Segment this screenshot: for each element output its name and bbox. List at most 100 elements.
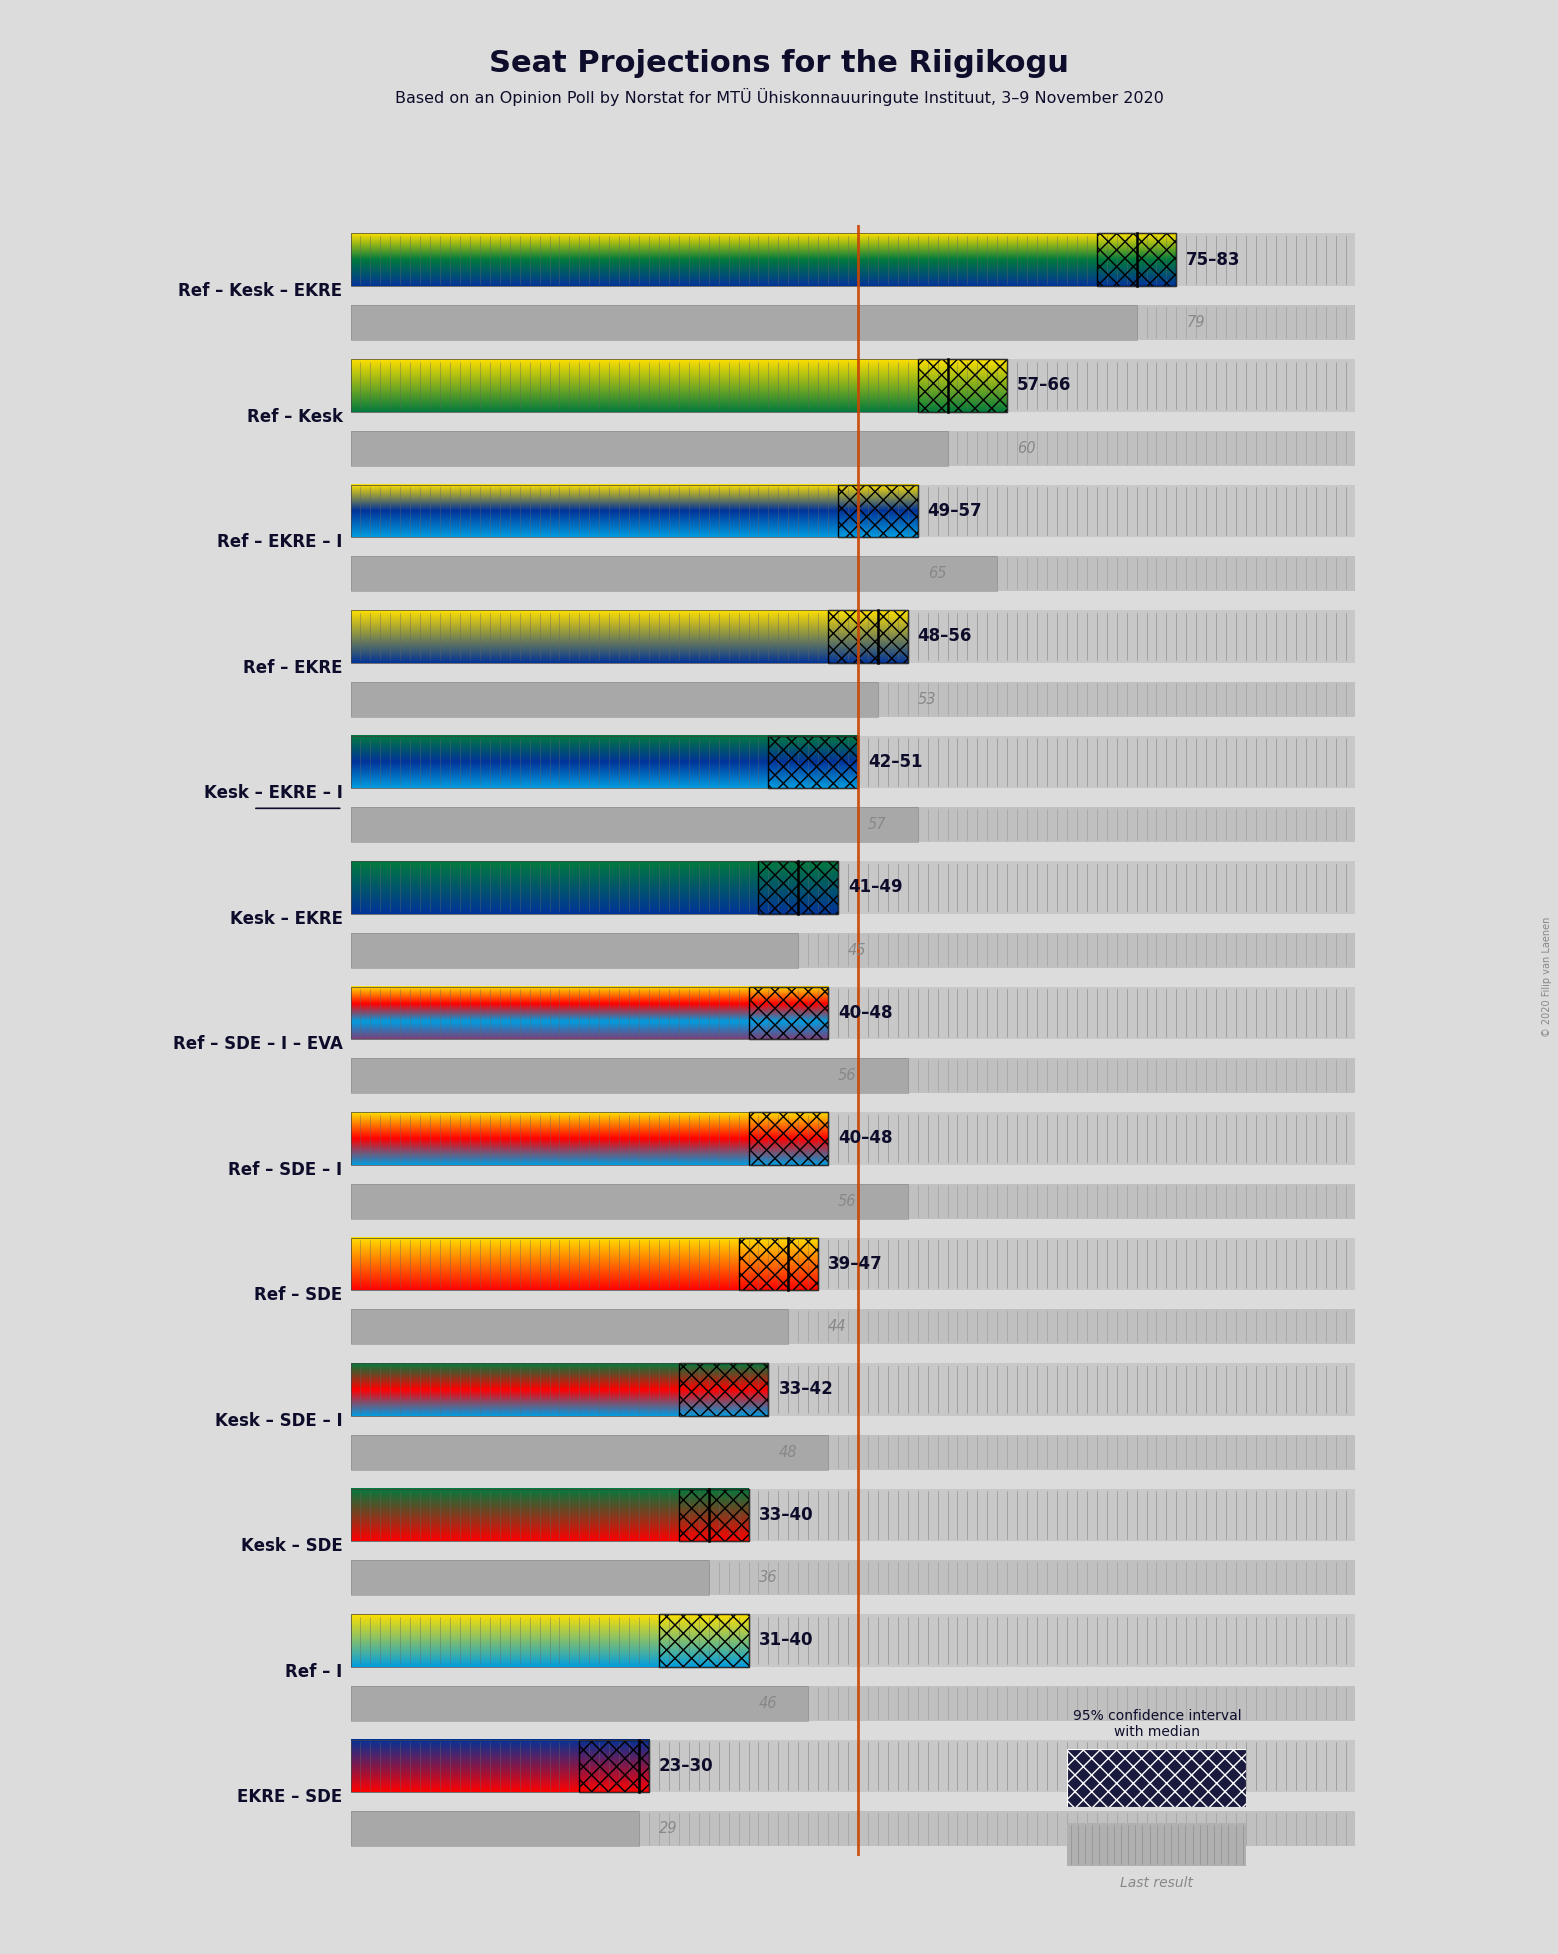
Text: 33–40: 33–40 (759, 1507, 813, 1524)
Text: 29: 29 (659, 1821, 678, 1837)
Text: Kesk – EKRE – I: Kesk – EKRE – I (204, 784, 343, 803)
Text: Ref – EKRE – I: Ref – EKRE – I (217, 533, 343, 551)
Bar (351, 1309, 1355, 1344)
Bar (351, 1184, 908, 1219)
Bar (351, 1184, 908, 1219)
Bar (351, 1739, 1355, 1792)
Bar (351, 1686, 809, 1721)
Text: Kesk – SDE: Kesk – SDE (241, 1538, 343, 1555)
Bar (351, 305, 1355, 340)
Bar (351, 1237, 1355, 1290)
Text: © 2020 Filip van Laenen: © 2020 Filip van Laenen (1542, 916, 1552, 1038)
Text: Ref – SDE – I – EVA: Ref – SDE – I – EVA (173, 1036, 343, 1053)
Text: 44: 44 (829, 1319, 846, 1335)
Text: 31–40: 31–40 (759, 1632, 813, 1649)
Text: 57–66: 57–66 (1017, 377, 1072, 395)
Bar (351, 233, 1176, 285)
Bar (351, 735, 858, 787)
Text: 41–49: 41–49 (848, 879, 902, 897)
Bar (351, 932, 798, 967)
Text: 40–48: 40–48 (838, 1004, 893, 1022)
Text: 79: 79 (1186, 315, 1204, 330)
Bar (351, 1237, 818, 1290)
Bar (351, 360, 1355, 412)
Bar (351, 1057, 1355, 1092)
Bar (351, 862, 838, 914)
Text: 75–83: 75–83 (1186, 250, 1240, 270)
Text: Ref – Kesk: Ref – Kesk (246, 408, 343, 426)
Bar (351, 1364, 768, 1417)
Text: 56: 56 (838, 1194, 857, 1210)
Bar (351, 807, 918, 842)
Bar (351, 1489, 748, 1542)
Text: 49–57: 49–57 (927, 502, 982, 520)
Bar (351, 233, 1355, 285)
Bar (351, 807, 1355, 842)
Text: EKRE – SDE: EKRE – SDE (237, 1788, 343, 1805)
Bar (351, 1489, 1355, 1542)
Text: 46: 46 (759, 1696, 777, 1710)
Bar (738, 1237, 818, 1290)
Text: 48–56: 48–56 (918, 627, 972, 645)
Bar (679, 1489, 748, 1542)
Bar (351, 430, 1355, 465)
Bar (351, 1559, 709, 1594)
Bar (679, 1364, 768, 1417)
Bar (351, 1739, 650, 1792)
Bar (829, 610, 908, 662)
Text: 42–51: 42–51 (868, 752, 922, 772)
Bar (351, 305, 1137, 340)
Bar (351, 430, 947, 465)
Bar (748, 987, 829, 1040)
Bar (351, 1364, 1355, 1417)
Bar (351, 807, 918, 842)
Text: 40–48: 40–48 (838, 1129, 893, 1147)
Text: Seat Projections for the Riigikogu: Seat Projections for the Riigikogu (489, 49, 1069, 78)
Bar (351, 932, 1355, 967)
Bar (351, 1559, 709, 1594)
Bar (351, 987, 1355, 1040)
Bar (838, 485, 918, 537)
Bar (351, 1434, 1355, 1469)
Bar (748, 1112, 829, 1165)
Bar (351, 1686, 1355, 1721)
Bar (351, 1614, 748, 1667)
Bar (918, 360, 1006, 412)
Text: Last result: Last result (1120, 1876, 1193, 1890)
Text: 57: 57 (868, 817, 887, 832)
Text: 56: 56 (838, 1069, 857, 1083)
Text: 95% confidence interval
with median: 95% confidence interval with median (1072, 1710, 1242, 1739)
Bar (351, 1112, 1355, 1165)
Bar (351, 1112, 829, 1165)
Bar (351, 932, 798, 967)
Text: 60: 60 (1017, 440, 1036, 455)
Bar (351, 1559, 1355, 1594)
Bar (351, 1309, 788, 1344)
Bar (351, 1811, 639, 1847)
Bar (351, 1309, 788, 1344)
Text: 36: 36 (759, 1571, 777, 1585)
Bar (351, 862, 1355, 914)
Text: Ref – SDE – I: Ref – SDE – I (229, 1161, 343, 1178)
Bar (351, 682, 877, 717)
Bar (351, 610, 1355, 662)
Bar (351, 987, 829, 1040)
Bar (351, 557, 1355, 592)
Text: 65: 65 (927, 567, 946, 580)
Bar (351, 682, 877, 717)
Bar (351, 485, 918, 537)
Bar (351, 1686, 809, 1721)
Bar (351, 430, 947, 465)
Text: 23–30: 23–30 (659, 1757, 714, 1774)
Bar (351, 360, 1006, 412)
Bar (351, 1811, 1355, 1847)
Text: 53: 53 (918, 692, 936, 707)
Bar (351, 1434, 829, 1469)
Bar (351, 682, 1355, 717)
Bar (580, 1739, 650, 1792)
Text: Ref – I: Ref – I (285, 1663, 343, 1680)
Bar (351, 735, 1355, 787)
Bar (351, 1057, 908, 1092)
Bar (1097, 233, 1176, 285)
Text: 48: 48 (779, 1444, 796, 1460)
